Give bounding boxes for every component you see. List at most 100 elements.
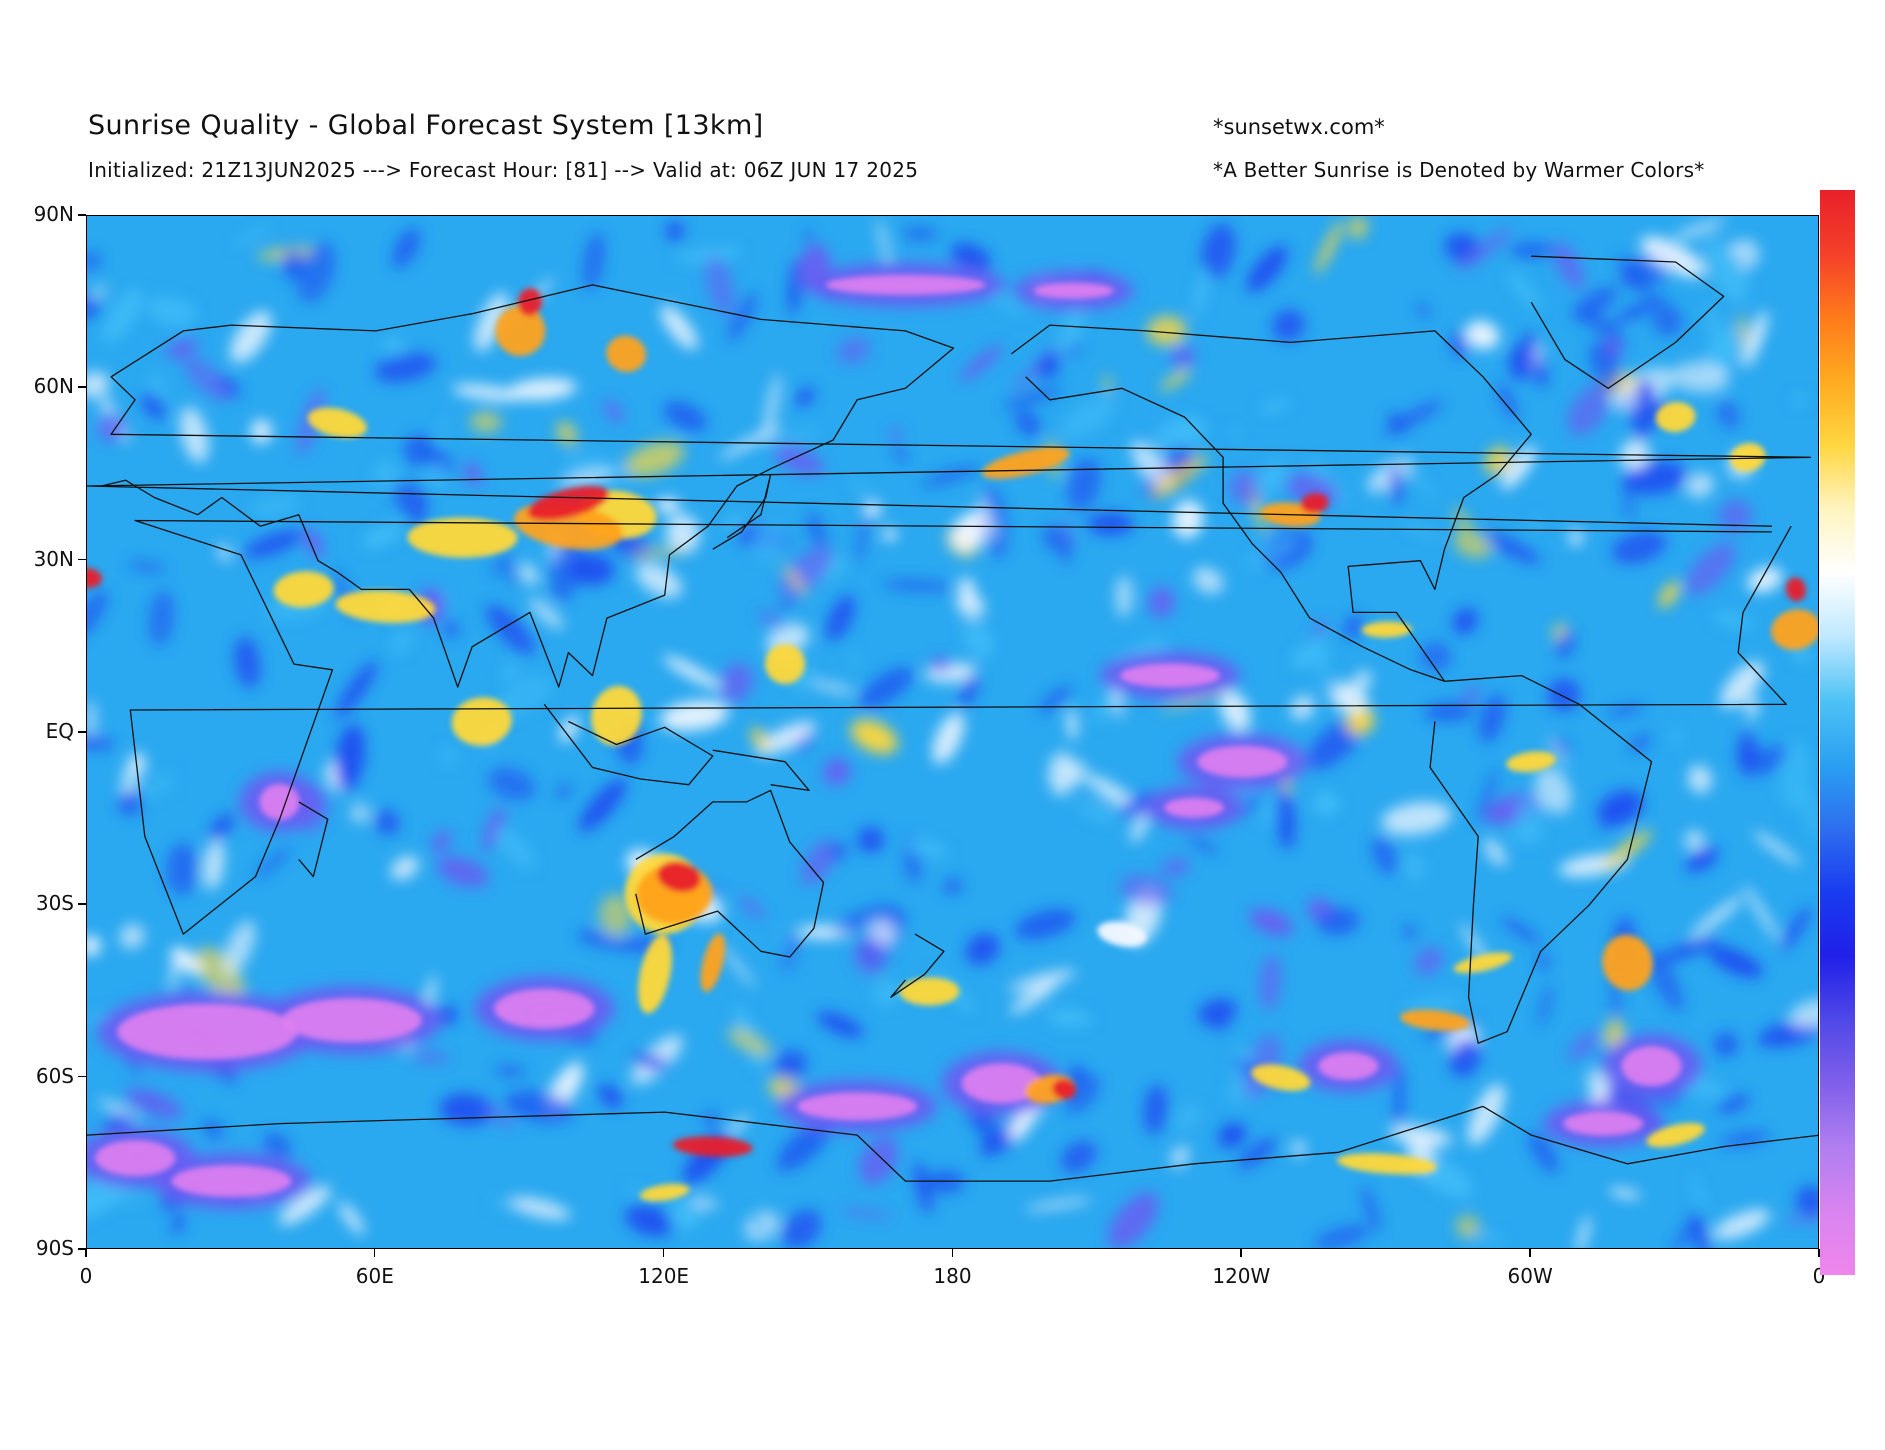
texture-blob	[1160, 857, 1191, 877]
texture-blob	[1313, 790, 1340, 817]
texture-blob	[876, 217, 891, 267]
texture-blob	[431, 830, 452, 853]
texture-blob	[1780, 1216, 1818, 1224]
texture-blob	[829, 842, 848, 861]
lat-tick-label-30n: 30N	[33, 546, 74, 571]
texture-blob	[958, 576, 976, 605]
texture-blob	[913, 1161, 933, 1214]
texture-blob	[556, 421, 578, 446]
texture-blob	[556, 785, 571, 798]
texture-blob	[119, 923, 145, 949]
texture-blob	[807, 511, 827, 549]
warm-region	[1300, 493, 1329, 514]
warm-region	[765, 644, 806, 685]
texture-blob	[1636, 379, 1655, 401]
texture-blob	[1148, 586, 1175, 618]
texture-blob	[1119, 874, 1173, 907]
warm-region	[87, 567, 102, 588]
texture-blob	[1567, 1030, 1601, 1061]
warm-region	[1729, 443, 1766, 472]
texture-blob	[674, 247, 743, 263]
coastline-8	[712, 749, 810, 792]
texture-blob	[1244, 535, 1301, 569]
texture-blob	[1290, 695, 1315, 721]
texture-blob	[1568, 529, 1584, 546]
texture-blob	[717, 663, 754, 703]
texture-blob	[1246, 245, 1288, 293]
texture-blob	[803, 230, 815, 243]
lon-tick-mark	[1240, 1249, 1242, 1257]
texture-blob	[469, 411, 502, 433]
texture-blob	[1048, 751, 1076, 796]
texture-blob	[840, 1208, 892, 1218]
texture-blob	[1609, 1188, 1641, 1199]
texture-blob	[1696, 1085, 1719, 1097]
texture-blob	[795, 387, 815, 407]
texture-blob	[437, 1006, 459, 1025]
coastline-6	[87, 1105, 1818, 1182]
pink-band	[1033, 282, 1114, 299]
warm-region	[307, 407, 367, 438]
texture-blob	[196, 946, 245, 1001]
texture-blob	[1547, 678, 1581, 712]
texture-blob	[1672, 1222, 1694, 1248]
texture-blob	[1671, 362, 1730, 393]
texture-blob	[801, 840, 836, 885]
texture-blob	[882, 527, 897, 542]
texture-blob	[278, 1185, 331, 1226]
texture-blob	[723, 515, 749, 531]
texture-blob	[1014, 909, 1076, 940]
texture-blob	[630, 548, 687, 558]
texture-blob	[1606, 705, 1644, 716]
coastline-3	[1010, 324, 1532, 682]
texture-blob	[87, 935, 101, 956]
texture-blob	[165, 338, 199, 359]
warm-region	[638, 935, 672, 1014]
texture-blob	[1154, 416, 1207, 449]
texture-blob	[978, 495, 996, 540]
texture-blob	[202, 1120, 224, 1139]
texture-blob	[1130, 814, 1148, 843]
texture-blob	[1611, 530, 1667, 564]
texture-blob	[1289, 642, 1325, 670]
texture-blob	[782, 1209, 822, 1248]
pink-band	[1563, 1111, 1644, 1136]
lon-tick-mark	[1529, 1249, 1531, 1257]
texture-blob	[1713, 1032, 1739, 1057]
texture-blob	[491, 554, 514, 576]
texture-blob	[603, 400, 625, 423]
texture-blob	[555, 470, 613, 489]
texture-blob	[361, 521, 404, 550]
warm-region	[1602, 934, 1653, 991]
texture-blob	[1467, 1083, 1505, 1146]
texture-blob	[1672, 724, 1681, 750]
coastline-7	[543, 703, 714, 786]
texture-blob	[127, 561, 167, 572]
texture-blob	[1193, 266, 1210, 318]
map-title: Sunrise Quality - Global Forecast System…	[88, 110, 764, 141]
pink-band	[281, 998, 422, 1043]
texture-blob	[209, 813, 235, 842]
pink-band	[797, 1092, 918, 1121]
texture-blob	[444, 621, 459, 638]
warm-region	[1771, 609, 1818, 650]
texture-blob	[1596, 789, 1644, 826]
texture-blob	[436, 856, 489, 887]
texture-blob	[773, 444, 824, 476]
texture-blob	[1218, 1122, 1247, 1148]
lon-tick-mark	[373, 1249, 376, 1257]
texture-blob	[1658, 581, 1680, 609]
texture-blob	[1025, 1198, 1092, 1211]
texture-blob	[1538, 984, 1553, 1028]
texture-blob	[334, 724, 365, 792]
texture-blob	[1718, 499, 1753, 531]
texture-blob	[1673, 218, 1726, 241]
texture-blob	[823, 758, 851, 786]
lat-tick-mark	[78, 903, 86, 905]
texture-blob	[1795, 1185, 1818, 1216]
texture-blob	[825, 595, 856, 641]
texture-blob	[836, 336, 871, 365]
texture-blob	[1640, 236, 1706, 278]
texture-blob	[1465, 320, 1500, 350]
texture-blob	[372, 460, 401, 490]
